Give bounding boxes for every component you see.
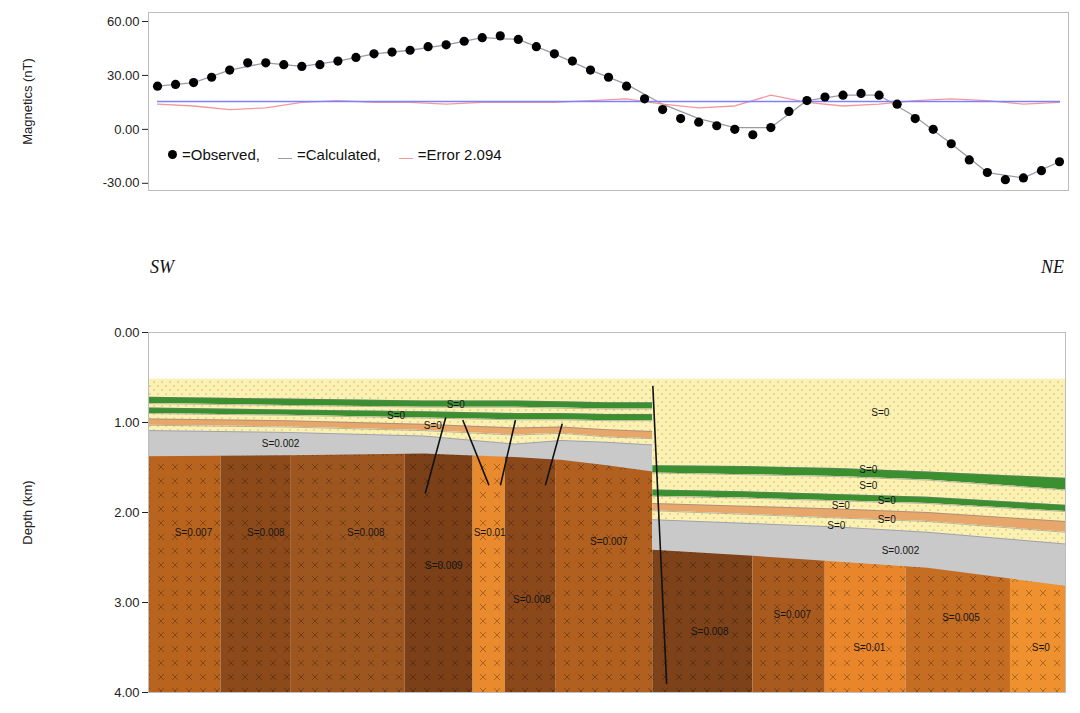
svg-text:3.00: 3.00 — [114, 595, 139, 610]
svg-text:Magnetics (nT): Magnetics (nT) — [20, 58, 35, 145]
svg-text:2.00: 2.00 — [114, 505, 139, 520]
svg-text:S=0.007: S=0.007 — [175, 527, 213, 538]
svg-text:S=0: S=0 — [424, 420, 443, 431]
svg-text:S=0.008: S=0.008 — [691, 626, 729, 637]
svg-text:S=0: S=0 — [878, 495, 897, 506]
svg-text:S=0.01: S=0.01 — [853, 642, 885, 653]
svg-text:S=0: S=0 — [878, 514, 897, 525]
svg-text:Depth (km): Depth (km) — [20, 480, 35, 544]
html-text:=Calculated,: =Calculated, — [297, 146, 381, 163]
html-text:NE: NE — [1041, 257, 1064, 277]
svg-text:S=0: S=0 — [387, 410, 406, 421]
svg-text:0.00: 0.00 — [114, 325, 139, 340]
svg-text:S=0: S=0 — [871, 407, 890, 418]
html-text:=Error 2.094: =Error 2.094 — [417, 146, 502, 163]
svg-text:S=0.002: S=0.002 — [262, 438, 300, 449]
svg-text:S=0: S=0 — [827, 520, 846, 531]
svg-text:-30.00: -30.00 — [103, 175, 140, 190]
svg-text:60.00: 60.00 — [107, 14, 140, 29]
svg-text:S=0.008: S=0.008 — [347, 527, 385, 538]
html-text:=Observed,: =Observed, — [182, 146, 260, 163]
svg-text:S=0: S=0 — [447, 399, 466, 410]
svg-text:S=0.002: S=0.002 — [882, 545, 920, 556]
svg-text:S=0: S=0 — [859, 480, 878, 491]
svg-text:S=0.009: S=0.009 — [425, 560, 463, 571]
svg-text:S=0.007: S=0.007 — [773, 609, 811, 620]
svg-text:S=0.01: S=0.01 — [474, 527, 506, 538]
svg-text:S=0: S=0 — [832, 500, 851, 511]
svg-text:S=0.008: S=0.008 — [513, 594, 551, 605]
svg-text:30.00: 30.00 — [107, 68, 140, 83]
svg-text:4.00: 4.00 — [114, 685, 139, 700]
svg-text:S=0: S=0 — [859, 464, 878, 475]
html-text:SW: SW — [150, 257, 174, 277]
svg-text:0.00: 0.00 — [114, 122, 139, 137]
svg-text:S=0.007: S=0.007 — [590, 536, 628, 547]
svg-text:1.00: 1.00 — [114, 415, 139, 430]
svg-text:S=0: S=0 — [1032, 642, 1051, 653]
svg-text:S=0.005: S=0.005 — [942, 612, 980, 623]
svg-text:S=0.008: S=0.008 — [247, 527, 285, 538]
